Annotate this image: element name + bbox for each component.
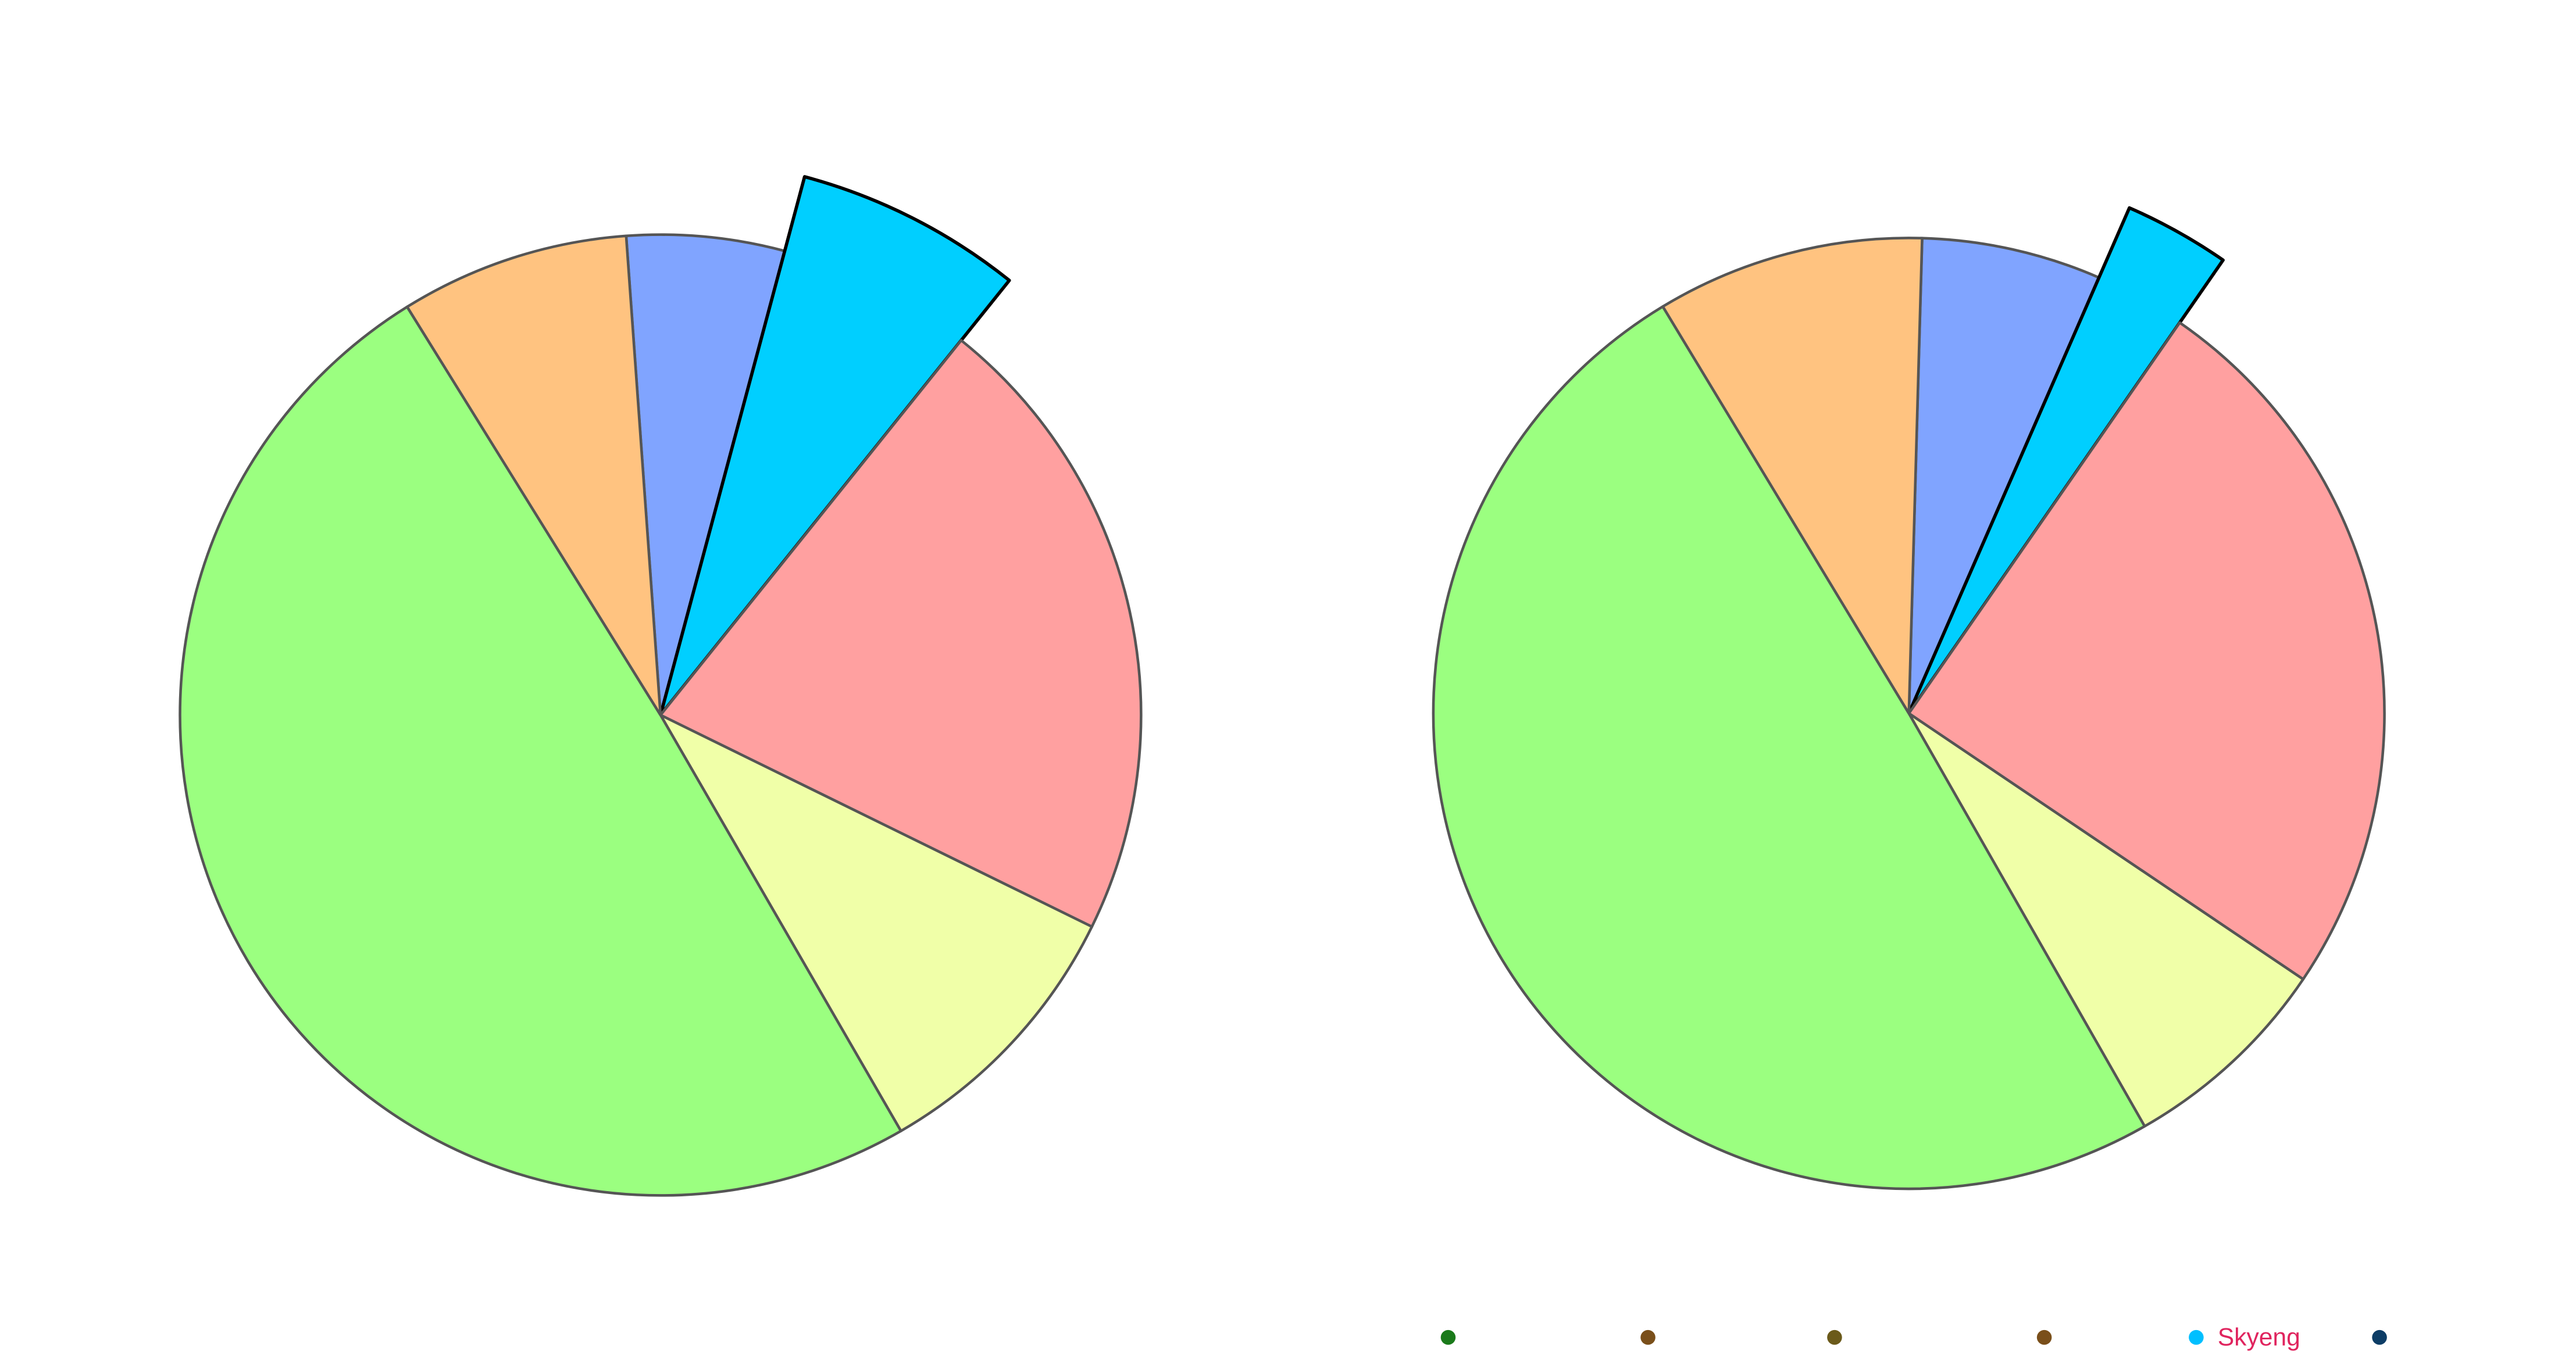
pie-slice <box>625 233 786 717</box>
pie-slice <box>405 234 662 717</box>
pie-slice <box>1907 321 2386 981</box>
pie-slice <box>1432 305 2146 1191</box>
pie-slice <box>1907 237 2100 715</box>
pie-slice <box>659 713 1094 1132</box>
legend-marker <box>1827 1329 1842 1345</box>
pie-slice <box>1907 206 2225 716</box>
legend-marker <box>1440 1329 1456 1345</box>
legend-marker <box>1640 1329 1656 1345</box>
pie-slice <box>1907 712 2305 1128</box>
pie-slice <box>1661 237 1924 715</box>
pie-slice <box>659 339 1143 928</box>
pie-slice <box>179 305 902 1197</box>
legend-marker <box>2189 1329 2204 1345</box>
legend-label: Skyeng <box>2218 1324 2300 1352</box>
legend-marker <box>2372 1329 2387 1345</box>
legend-marker <box>2036 1329 2052 1345</box>
pie-slice <box>659 175 1011 717</box>
